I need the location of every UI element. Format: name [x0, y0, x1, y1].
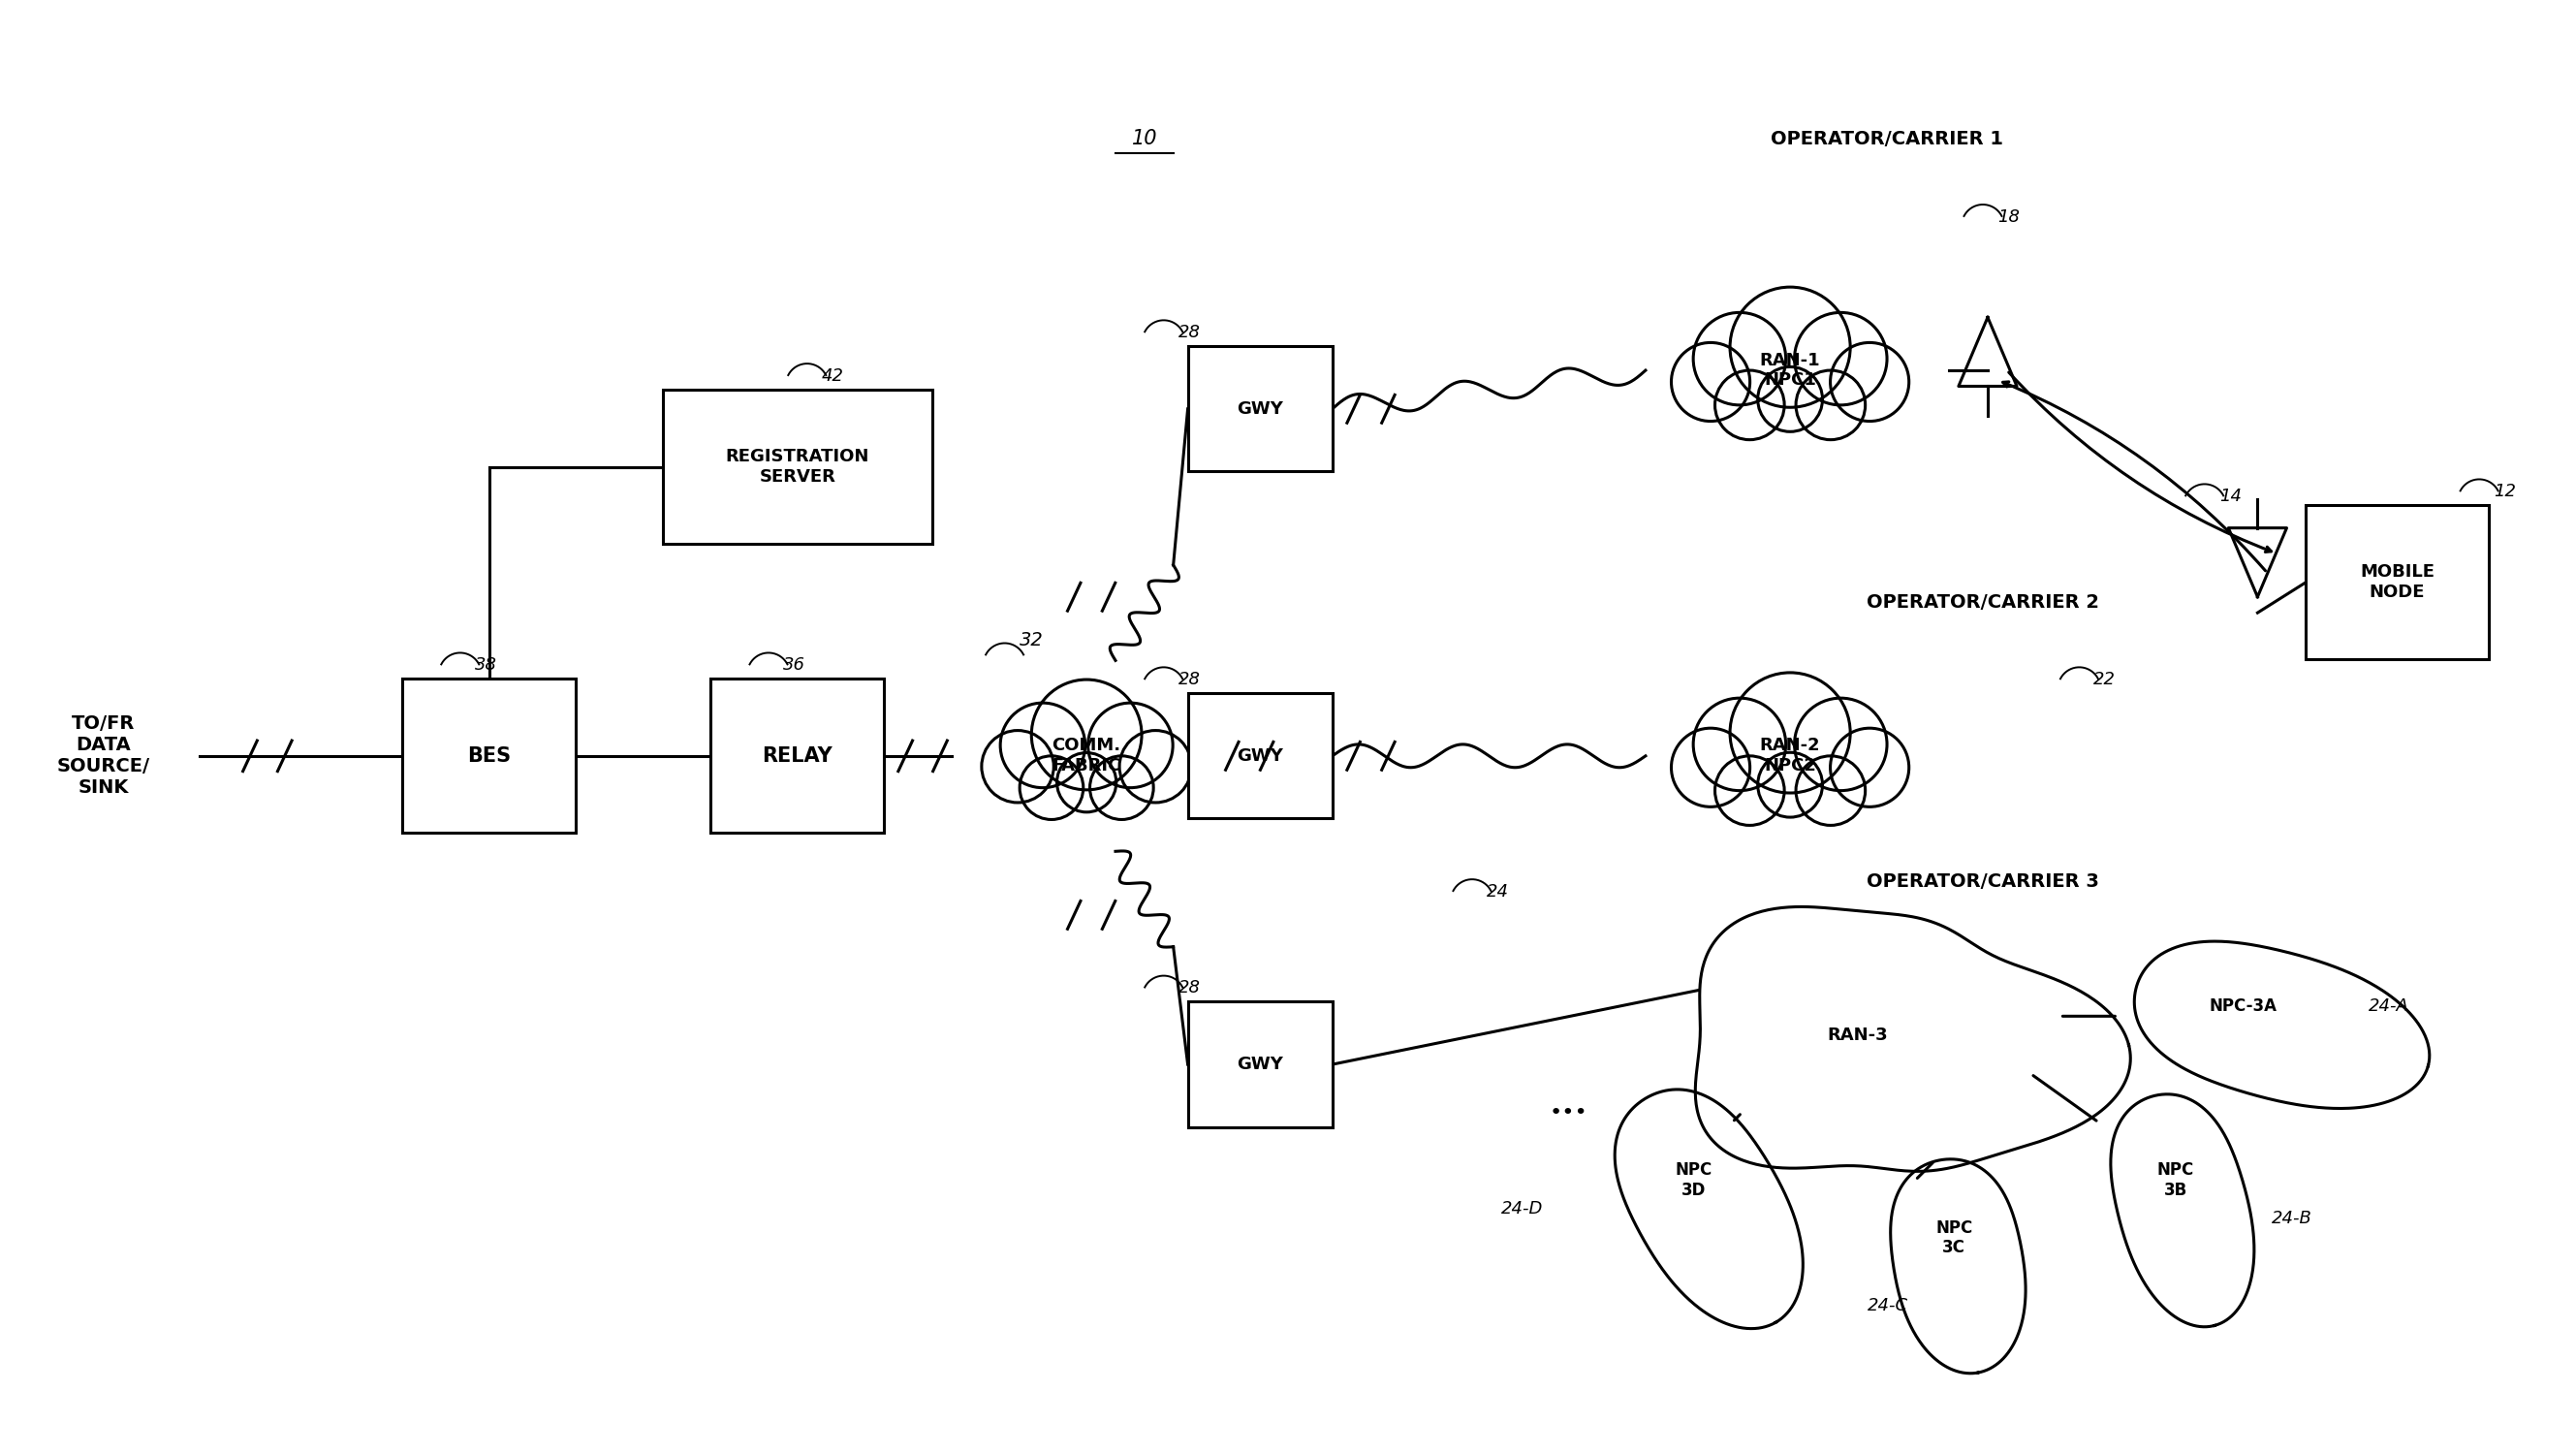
- Bar: [1188, 346, 1332, 471]
- Text: 36: 36: [783, 657, 806, 675]
- Text: RELAY: RELAY: [762, 746, 832, 766]
- Circle shape: [1056, 753, 1115, 813]
- Text: 28: 28: [1177, 670, 1200, 688]
- Text: 28: 28: [1177, 980, 1200, 997]
- Circle shape: [1795, 371, 1865, 439]
- Text: 10: 10: [1131, 129, 1157, 148]
- Circle shape: [1716, 756, 1785, 826]
- Circle shape: [981, 730, 1054, 803]
- Text: 22: 22: [2094, 670, 2115, 688]
- Text: •••: •••: [1548, 1104, 1587, 1122]
- Circle shape: [1030, 679, 1141, 790]
- Circle shape: [1795, 756, 1865, 826]
- Text: 24: 24: [1486, 883, 1510, 900]
- Circle shape: [999, 702, 1084, 788]
- Text: BES: BES: [466, 746, 510, 766]
- Circle shape: [1672, 728, 1749, 807]
- Circle shape: [1090, 756, 1154, 820]
- Circle shape: [1795, 698, 1888, 791]
- Polygon shape: [2136, 941, 2429, 1108]
- Text: 38: 38: [474, 657, 497, 675]
- Text: COMM.
FABRIC: COMM. FABRIC: [1051, 737, 1121, 775]
- Bar: [402, 679, 577, 833]
- Polygon shape: [1615, 1089, 1803, 1329]
- Bar: [662, 390, 933, 544]
- Bar: [2306, 506, 2488, 660]
- Text: GWY: GWY: [1236, 747, 1283, 765]
- Text: NPC
3C: NPC 3C: [1935, 1218, 1973, 1256]
- Circle shape: [1087, 702, 1172, 788]
- Polygon shape: [2110, 1095, 2254, 1328]
- Circle shape: [1020, 756, 1084, 820]
- Circle shape: [1692, 313, 1785, 406]
- Bar: [1188, 1002, 1332, 1127]
- Text: 18: 18: [1996, 208, 2020, 225]
- Bar: [711, 679, 884, 833]
- Text: MOBILE
NODE: MOBILE NODE: [2360, 564, 2434, 601]
- Circle shape: [1121, 730, 1193, 803]
- Text: 24-D: 24-D: [1502, 1200, 1543, 1217]
- Circle shape: [1832, 343, 1909, 422]
- Circle shape: [1692, 698, 1785, 791]
- Text: OPERATOR/CARRIER 3: OPERATOR/CARRIER 3: [1868, 872, 2099, 891]
- Polygon shape: [1695, 907, 2130, 1172]
- Text: 12: 12: [2494, 483, 2517, 500]
- Text: OPERATOR/CARRIER 1: OPERATOR/CARRIER 1: [1770, 131, 2002, 148]
- Text: NPC
3D: NPC 3D: [1674, 1162, 1713, 1200]
- Text: GWY: GWY: [1236, 1056, 1283, 1073]
- Circle shape: [1757, 366, 1821, 432]
- Circle shape: [1716, 371, 1785, 439]
- Circle shape: [1832, 728, 1909, 807]
- Text: 14: 14: [2218, 489, 2241, 506]
- Text: GWY: GWY: [1236, 400, 1283, 417]
- Text: REGISTRATION
SERVER: REGISTRATION SERVER: [726, 448, 868, 486]
- Text: TO/FR
DATA
SOURCE/
SINK: TO/FR DATA SOURCE/ SINK: [57, 715, 149, 797]
- Text: NPC
3B: NPC 3B: [2156, 1162, 2195, 1200]
- Text: OPERATOR/CARRIER 2: OPERATOR/CARRIER 2: [1868, 593, 2099, 611]
- Text: 32: 32: [1020, 631, 1043, 650]
- Circle shape: [1795, 313, 1888, 406]
- Text: 28: 28: [1177, 324, 1200, 342]
- Text: RAN-1
NPC1: RAN-1 NPC1: [1759, 352, 1821, 390]
- Circle shape: [1731, 286, 1850, 407]
- Text: NPC-3A: NPC-3A: [2210, 997, 2277, 1015]
- Text: 42: 42: [822, 368, 845, 385]
- Circle shape: [1731, 673, 1850, 792]
- Circle shape: [1672, 343, 1749, 422]
- Circle shape: [1757, 753, 1821, 817]
- Text: RAN-3: RAN-3: [1826, 1027, 1888, 1044]
- Polygon shape: [1891, 1159, 2025, 1374]
- Bar: [1188, 694, 1332, 819]
- Text: 24-B: 24-B: [2272, 1210, 2313, 1227]
- Text: RAN-2
NPC2: RAN-2 NPC2: [1759, 737, 1821, 775]
- Text: 24-A: 24-A: [2367, 997, 2409, 1015]
- Text: 24-C: 24-C: [1868, 1297, 1909, 1314]
